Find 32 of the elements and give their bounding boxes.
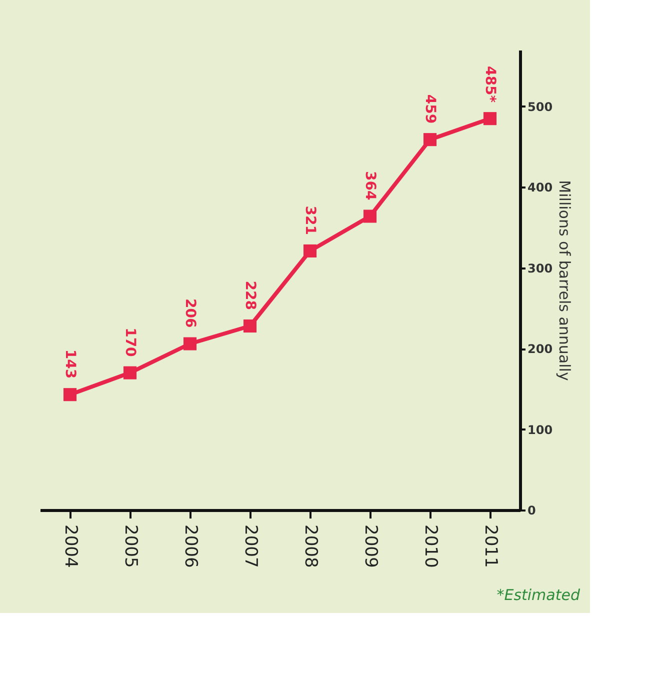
point	[243, 319, 257, 333]
y-tick-label: 300	[528, 261, 553, 276]
text: *Estimated	[496, 586, 580, 604]
y-tick-label: 0	[528, 504, 536, 518]
data-label: 143	[62, 349, 78, 379]
y-tick-label: 200	[528, 342, 553, 356]
point	[123, 366, 137, 380]
x-tick-label: 2011	[480, 524, 500, 568]
x-tick-label: 2009	[360, 524, 380, 568]
x-tick-label: 2004	[60, 524, 80, 568]
data-label: 459	[422, 94, 438, 124]
x-tick-label: 2006	[180, 524, 200, 568]
point	[483, 112, 497, 126]
data-label: 321	[302, 206, 318, 235]
y-tick-label: 500	[528, 100, 553, 114]
point	[183, 337, 197, 350]
y-tick-label: 100	[528, 422, 553, 437]
x-tick-label: 2010	[420, 524, 440, 568]
data-label: 364	[362, 171, 378, 200]
data-label: 170	[122, 328, 138, 358]
y-axis-title: Millions of barrels annually	[556, 180, 574, 381]
data-label: 485*	[482, 66, 498, 104]
data-label: 228	[242, 280, 258, 310]
point	[363, 210, 377, 223]
x-tick-label: 2005	[120, 524, 140, 568]
point	[303, 244, 317, 258]
y-tick-label: 400	[528, 180, 553, 195]
data-label: 206	[182, 298, 198, 328]
point	[423, 133, 437, 146]
x-tick-label: 2008	[300, 524, 320, 568]
point	[63, 388, 77, 402]
x-tick-label: 2007	[240, 524, 260, 568]
